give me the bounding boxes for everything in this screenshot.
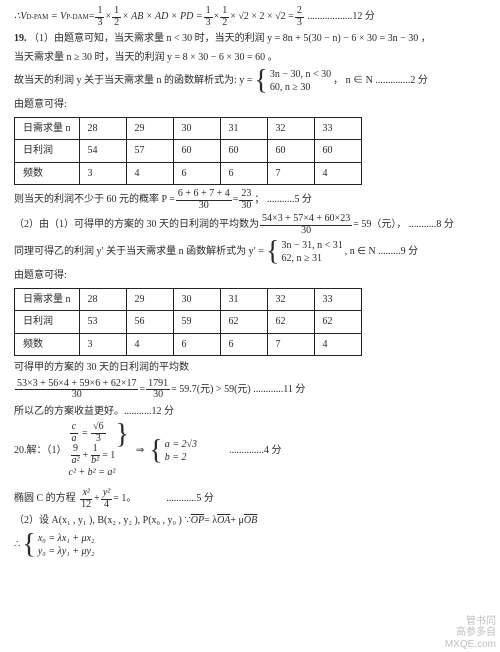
given-again: 由题意可得:	[14, 268, 486, 284]
avg2-label: 可得甲的方案的 30 天的日利润的平均数	[14, 360, 486, 376]
average-line: （2）由（1）可得甲的方案的 30 天的日利润的平均数为 54×3 + 57×4…	[14, 214, 486, 236]
table-row: 频数346674	[15, 333, 362, 356]
q20-sys2: ∴ { x₀ = λx₁ + μx₂ y₀ = λy₁ + μy₂	[14, 532, 486, 558]
table-row: 日利润545760606060	[15, 140, 362, 163]
table-row: 频数346674	[15, 162, 362, 185]
table-yi: 日需求量 n282930313233 日利润535659626262 频数346…	[14, 288, 362, 357]
probability-line: 则当天的利润不少于 60 元的概率 P = 6 + 6 + 7 + 430 = …	[14, 189, 486, 211]
ellipse-eq: 椭圆 C 的方程 x²12 + y²4 = 1。 ............5 分	[14, 488, 486, 510]
table-jia: 日需求量 n282930313233 日利润545760606060 频数346…	[14, 117, 362, 186]
q19-piecewise: 故当天的利润 y 关于当天需求量 n 的函数解析式为: y = { 3n − 3…	[14, 68, 486, 94]
table-row: 日需求量 n282930313233	[15, 117, 362, 140]
avg2-calc: 53×3 + 56×4 + 59×6 + 62×1730 = 179130 = …	[14, 379, 486, 401]
q19-given: 由题意可得:	[14, 97, 486, 113]
table-row: 日利润535659626262	[15, 311, 362, 334]
table-row: 日需求量 n282930313233	[15, 288, 362, 311]
conclusion: 所以乙的方案收益更好。...........12 分	[14, 404, 486, 420]
watermark: 管书同 高参多自 MXQE.com	[445, 616, 496, 651]
q19-line2: 当天需求量 n ≥ 30 时，当天的利润 y = 8 × 30 − 6 × 30…	[14, 50, 486, 66]
q20-part2: （2）设 A(x₁ , y₁ ), B(x₂ , y₂ ), P(x₀ , y₀…	[14, 513, 486, 529]
yi-piecewise: 同理可得乙的利润 y′ 关于当天需求量 n 函数解析式为 y′ = { 3n −…	[14, 239, 486, 265]
equation-volume: ∴VD-PAM = VP-DAM = 13 × 12 × AB × AD × P…	[14, 6, 486, 28]
q20-system: 20.解：（1） ca = √63 9a² + 1b² = 1 c² + b² …	[14, 422, 486, 479]
q19-line1: 19. （1）由题意可知，当天需求量 n < 30 时，当天的利润 y = 8n…	[14, 31, 486, 47]
